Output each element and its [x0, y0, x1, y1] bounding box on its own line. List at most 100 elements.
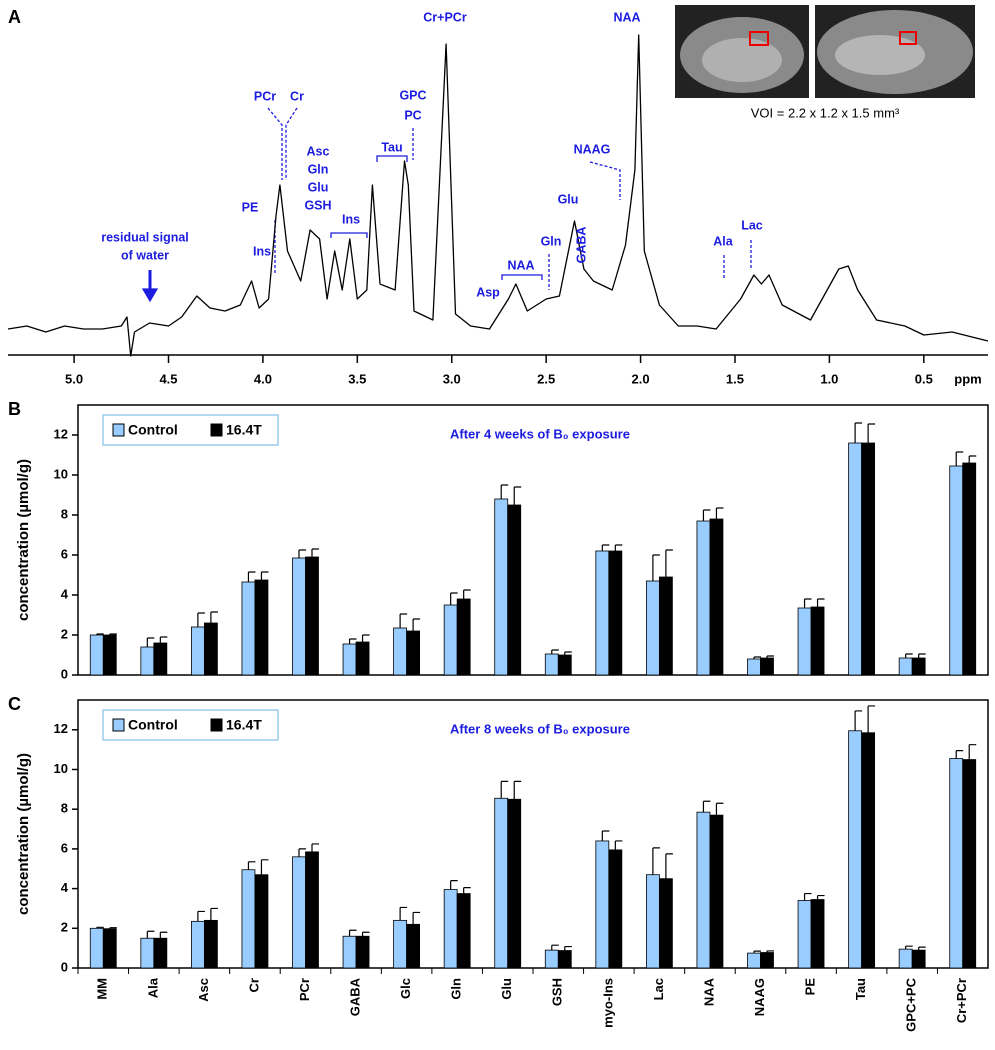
annotation: Glu — [558, 192, 579, 206]
bar — [203, 919, 218, 969]
error-bar — [816, 598, 825, 607]
bar — [89, 927, 104, 969]
annotation: Gln — [541, 234, 562, 248]
legend-box — [102, 414, 279, 446]
legend-swatch — [112, 718, 125, 732]
error-bar — [905, 945, 913, 950]
x-tick-label: 2.5 — [537, 371, 555, 386]
x-tick-label: Asc — [196, 978, 211, 1002]
bar — [797, 900, 812, 969]
error-bar — [450, 880, 458, 890]
bar — [848, 442, 863, 676]
bar — [89, 634, 104, 676]
annotation-brackets — [141, 155, 543, 303]
bar — [608, 849, 623, 969]
error-bar — [146, 637, 155, 647]
annotation: Lac — [741, 218, 763, 232]
error-bar — [601, 830, 610, 841]
x-tick-label: 0.5 — [915, 371, 933, 386]
error-bar — [399, 906, 408, 921]
x-tick-label: Tau — [853, 978, 868, 1000]
error-bar — [159, 931, 168, 939]
error-bar — [564, 651, 572, 655]
bar — [797, 607, 812, 676]
legend-swatch — [112, 423, 125, 437]
leader — [267, 107, 298, 180]
error-bar — [348, 929, 357, 937]
bar — [342, 643, 357, 676]
bar — [658, 878, 673, 969]
error-bar — [955, 750, 964, 759]
error-bar — [210, 611, 218, 623]
y-axis-label: concentration (µmol/g) — [15, 753, 32, 915]
annotation-lines — [267, 107, 752, 290]
error-bar — [500, 484, 509, 499]
error-bar — [361, 634, 370, 642]
panel-label: A — [8, 7, 21, 27]
x-tick-label: 4.0 — [254, 371, 272, 386]
y-tick-label: 6 — [61, 546, 68, 561]
bar — [507, 798, 522, 969]
bar — [140, 937, 155, 969]
annotation: NAA — [507, 258, 534, 272]
y-tick-label: 8 — [61, 506, 68, 521]
plot-frame — [77, 404, 989, 676]
annotation: of water — [121, 248, 169, 262]
error-bar — [500, 780, 509, 799]
bar — [861, 442, 876, 676]
bar — [507, 504, 522, 676]
legend-swatch — [210, 423, 223, 437]
bar — [456, 598, 471, 676]
error-bar — [614, 544, 623, 551]
error-bar — [665, 549, 673, 577]
error-bar — [247, 571, 256, 582]
bar — [810, 606, 825, 676]
bar — [962, 759, 977, 969]
bracket — [501, 274, 543, 280]
error-bar — [311, 843, 319, 852]
y-tick-label: 4 — [61, 880, 69, 895]
x-tick-label: GABA — [347, 977, 362, 1016]
error-bar — [766, 950, 774, 953]
error-bar — [348, 638, 357, 644]
error-bar — [816, 894, 825, 900]
annotation: GSH — [304, 198, 331, 212]
error-bar — [412, 911, 421, 925]
y-tick-label: 10 — [54, 761, 68, 776]
error-bar — [260, 859, 269, 875]
chart-title: After 8 weeks of B₀ exposure — [450, 721, 630, 736]
annotation: Glu — [308, 180, 329, 194]
error-bar — [867, 705, 876, 733]
bar — [709, 518, 724, 676]
annotation: Ins — [253, 244, 271, 258]
legend-swatch — [210, 718, 223, 732]
annotation: NAAG — [574, 142, 611, 156]
error-bar — [247, 861, 256, 870]
annotation: Ala — [713, 234, 734, 248]
annotation: Tau — [381, 140, 402, 154]
y-tick-label: 0 — [61, 666, 68, 681]
bar — [544, 949, 559, 969]
error-bar — [803, 892, 812, 901]
arrow-head — [141, 288, 159, 303]
x-tick-label: 3.5 — [348, 371, 366, 386]
bar — [709, 814, 724, 969]
legend-label: Control — [128, 422, 178, 438]
x-tick-label: GPC+PC — [904, 977, 919, 1031]
x-tick-label: Ala — [145, 977, 160, 998]
bar — [595, 550, 610, 676]
bar — [254, 579, 269, 676]
bar — [760, 657, 774, 676]
error-bar — [601, 544, 610, 551]
error-bar — [412, 618, 421, 631]
bar — [140, 646, 155, 676]
x-tick-label: PE — [802, 978, 817, 996]
bar — [962, 462, 977, 676]
bar — [494, 797, 509, 969]
bar — [305, 556, 319, 676]
bar — [443, 889, 458, 969]
bar — [305, 851, 319, 969]
y-tick-label: 10 — [54, 466, 68, 481]
y-tick-label: 2 — [61, 626, 68, 641]
bar — [494, 498, 509, 676]
